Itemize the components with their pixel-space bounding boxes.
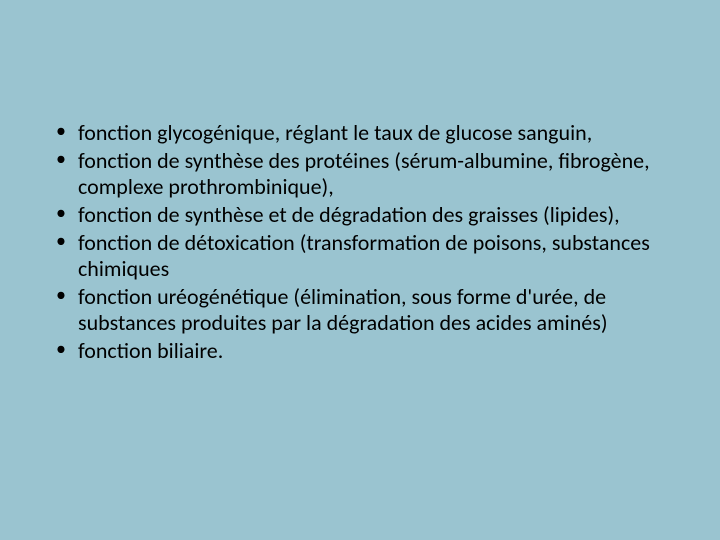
bullet-list: fonction glycogénique, réglant le taux d… xyxy=(48,120,660,364)
list-item: fonction de synthèse et de dégradation d… xyxy=(48,202,660,228)
list-item: fonction de synthèse des protéines (séru… xyxy=(48,148,660,200)
list-item: fonction glycogénique, réglant le taux d… xyxy=(48,120,660,146)
list-item: fonction biliaire. xyxy=(48,338,660,364)
slide: fonction glycogénique, réglant le taux d… xyxy=(0,0,720,540)
list-item: fonction de détoxication (transformation… xyxy=(48,230,660,282)
list-item: fonction uréogénétique (élimination, sou… xyxy=(48,284,660,336)
